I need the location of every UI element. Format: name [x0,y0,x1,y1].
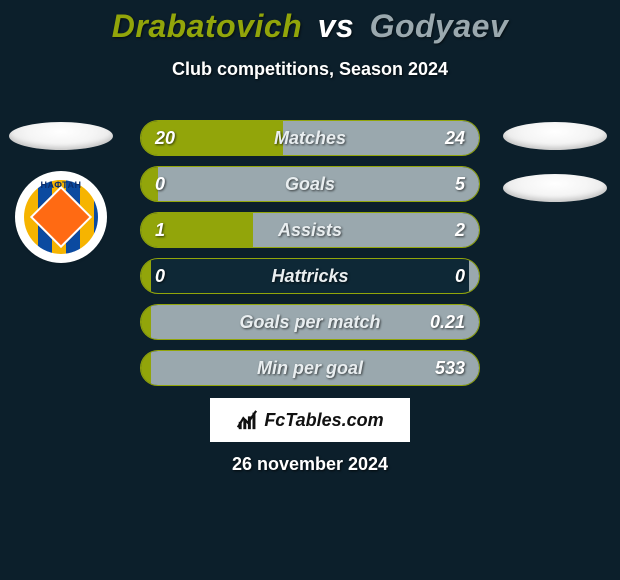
watermark-text: FcTables.com [264,410,383,431]
chart-icon [236,409,258,431]
stats-bars: 2024Matches 05Goals 12Assists 00Hattricks 0.… [140,120,480,396]
player1-avatars: НАФТАН [6,122,116,260]
player2-avatar-placeholder-1 [503,122,607,150]
player2-name: Godyaev [370,8,509,44]
subtitle: Club competitions, Season 2024 [0,59,620,80]
stat-label: Goals per match [141,305,479,339]
player2-avatar-placeholder-2 [503,174,607,202]
stat-row: 12Assists [140,212,480,248]
stat-row: 533Min per goal [140,350,480,386]
stat-label: Matches [141,121,479,155]
stat-label: Assists [141,213,479,247]
player1-club-badge: НАФТАН [18,174,104,260]
watermark: FcTables.com [210,398,410,442]
stat-label: Min per goal [141,351,479,385]
stat-label: Hattricks [141,259,479,293]
stat-row: 05Goals [140,166,480,202]
stat-row: 2024Matches [140,120,480,156]
player2-avatars [500,122,610,202]
comparison-card: Drabatovich vs Godyaev Club competitions… [0,0,620,580]
stat-row: 0.21Goals per match [140,304,480,340]
stat-row: 00Hattricks [140,258,480,294]
vs-label: vs [318,8,355,44]
player1-avatar-placeholder [9,122,113,150]
footer-date: 26 november 2024 [0,454,620,475]
player1-name: Drabatovich [112,8,302,44]
stat-label: Goals [141,167,479,201]
page-title: Drabatovich vs Godyaev [0,0,620,45]
